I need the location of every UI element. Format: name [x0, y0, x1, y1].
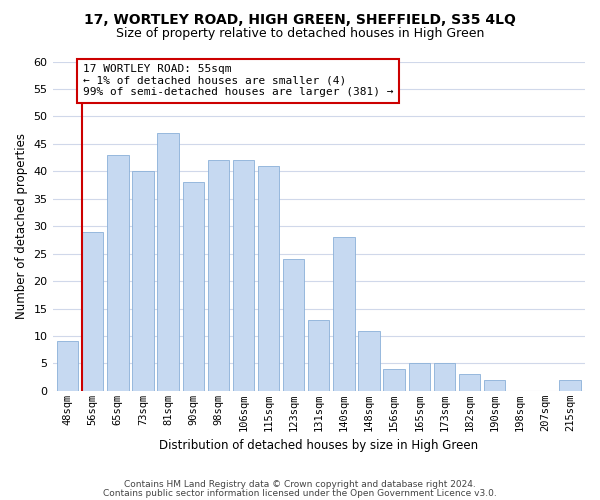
Bar: [333, 237, 355, 391]
Text: 17, WORTLEY ROAD, HIGH GREEN, SHEFFIELD, S35 4LQ: 17, WORTLEY ROAD, HIGH GREEN, SHEFFIELD,…: [84, 12, 516, 26]
Bar: [82, 232, 103, 391]
Bar: [434, 364, 455, 391]
Y-axis label: Number of detached properties: Number of detached properties: [15, 133, 28, 319]
X-axis label: Distribution of detached houses by size in High Green: Distribution of detached houses by size …: [159, 440, 478, 452]
Bar: [308, 320, 329, 391]
Bar: [484, 380, 505, 391]
Bar: [409, 364, 430, 391]
Text: Contains HM Land Registry data © Crown copyright and database right 2024.: Contains HM Land Registry data © Crown c…: [124, 480, 476, 489]
Text: 17 WORTLEY ROAD: 55sqm
← 1% of detached houses are smaller (4)
99% of semi-detac: 17 WORTLEY ROAD: 55sqm ← 1% of detached …: [83, 64, 393, 98]
Bar: [208, 160, 229, 391]
Text: Contains public sector information licensed under the Open Government Licence v3: Contains public sector information licen…: [103, 488, 497, 498]
Bar: [283, 259, 304, 391]
Bar: [459, 374, 480, 391]
Bar: [358, 330, 380, 391]
Bar: [57, 342, 78, 391]
Bar: [233, 160, 254, 391]
Text: Size of property relative to detached houses in High Green: Size of property relative to detached ho…: [116, 28, 484, 40]
Bar: [258, 166, 279, 391]
Bar: [559, 380, 581, 391]
Bar: [157, 133, 179, 391]
Bar: [132, 172, 154, 391]
Bar: [383, 369, 405, 391]
Bar: [182, 182, 204, 391]
Bar: [107, 155, 128, 391]
